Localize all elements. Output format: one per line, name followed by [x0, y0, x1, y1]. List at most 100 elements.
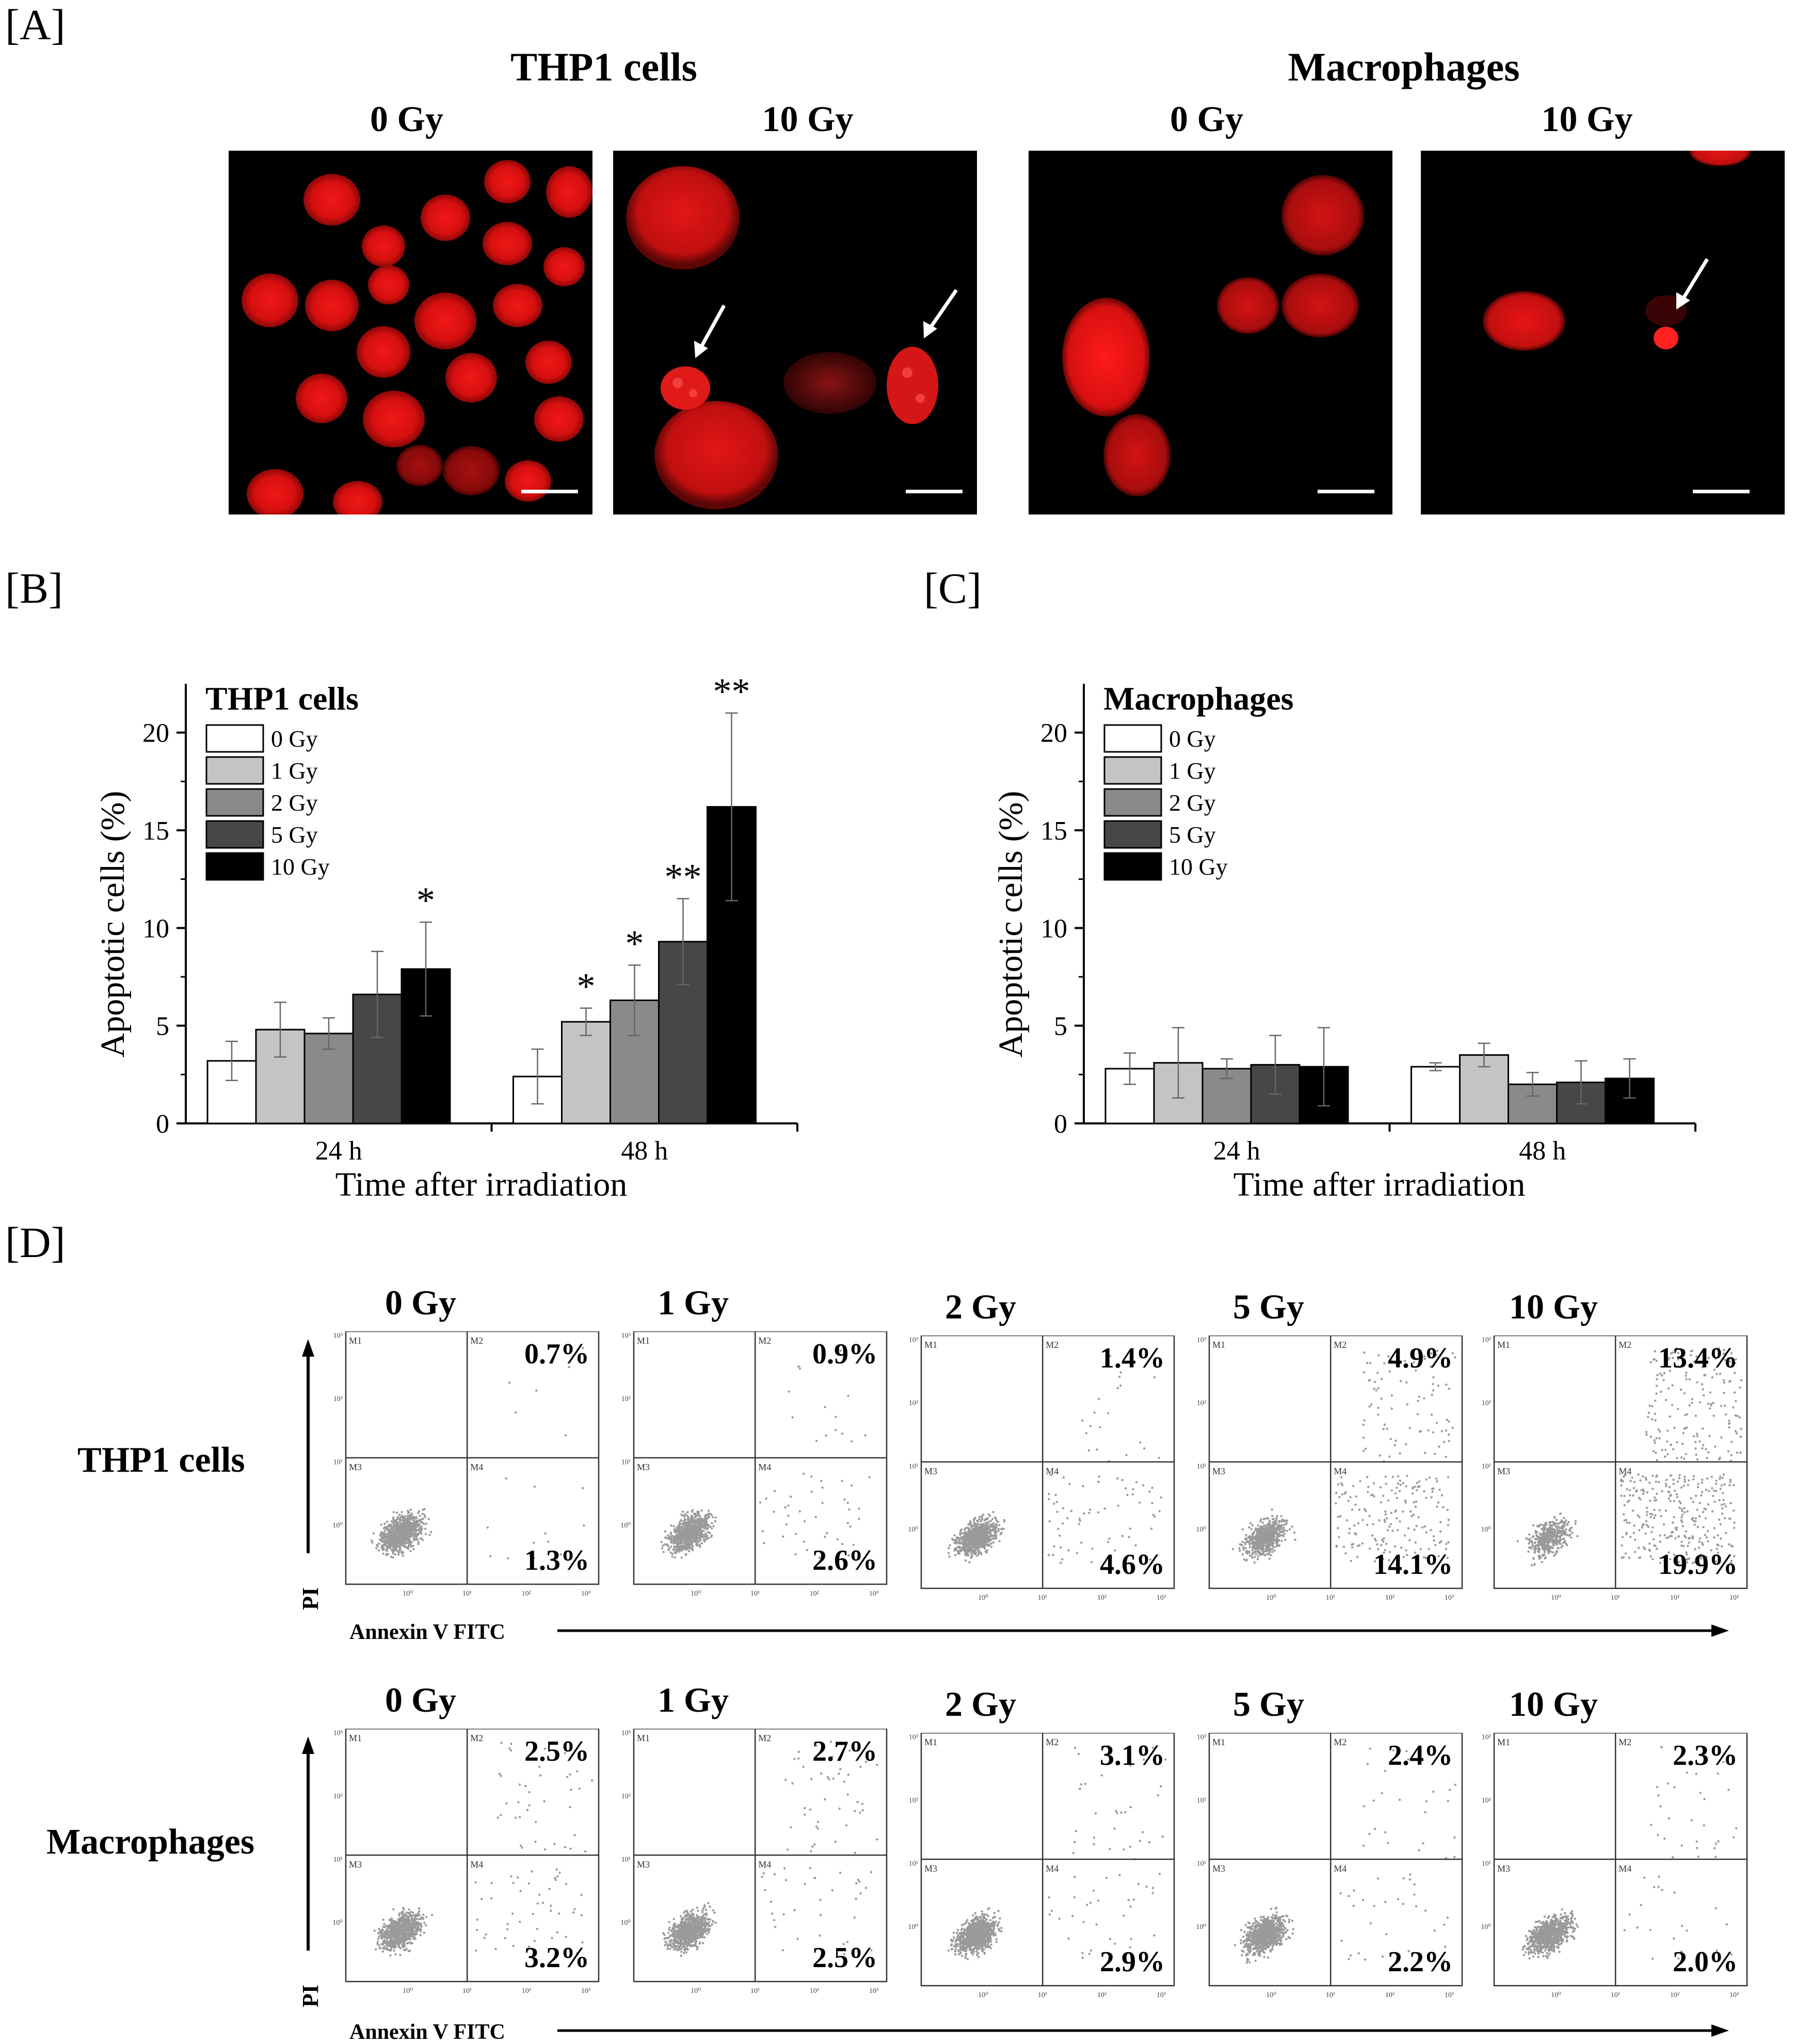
scale-bar [1318, 490, 1374, 493]
event-dot [425, 1522, 427, 1525]
event-dot [686, 1545, 689, 1548]
event-dot [1103, 1507, 1106, 1510]
legend-label: 1 Gy [1169, 758, 1216, 784]
event-dot [1366, 1476, 1369, 1478]
event-dot [980, 1520, 982, 1523]
event-dot [410, 1523, 413, 1526]
event-dot [419, 1537, 422, 1540]
bar-1Gy-48h [561, 1021, 611, 1124]
event-dot [1088, 1511, 1091, 1515]
event-dot [802, 1472, 805, 1475]
event-dot [810, 1475, 813, 1478]
y-log-tick: 10² [909, 1399, 918, 1407]
event-dot [1380, 1544, 1383, 1547]
event-dot [965, 1538, 968, 1541]
event-dot [410, 1533, 412, 1536]
event-dot [412, 1535, 415, 1538]
event-dot [1076, 1552, 1079, 1554]
event-dot [990, 1542, 993, 1545]
event-dot [973, 1531, 976, 1534]
event-dot [815, 1440, 818, 1442]
scale-bar [1693, 490, 1750, 493]
event-dot [506, 1557, 509, 1560]
y-tick-label: 20 [1040, 719, 1067, 748]
scale-bar [906, 490, 963, 493]
event-dot [704, 1538, 707, 1540]
event-dot [1436, 1505, 1438, 1508]
event-dot [402, 1517, 405, 1520]
event-dot [691, 1534, 694, 1537]
event-dot [389, 1544, 392, 1548]
event-dot [965, 1531, 967, 1534]
event-dot [399, 1530, 402, 1532]
event-dot [704, 1532, 707, 1535]
event-dot [958, 1550, 961, 1552]
event-dot [696, 1527, 698, 1530]
event-dot [982, 1544, 985, 1547]
event-dot [1373, 1537, 1376, 1540]
event-dot [991, 1518, 994, 1520]
flow-row-label-macrophages: Macrophages [46, 1822, 255, 1862]
event-dot [1389, 1523, 1392, 1525]
event-dot [995, 1519, 998, 1522]
event-dot [688, 1519, 692, 1521]
event-dot [1396, 1517, 1398, 1520]
event-dot [679, 1539, 681, 1541]
event-dot [954, 1539, 957, 1542]
event-dot [689, 1543, 692, 1546]
event-dot [424, 1516, 427, 1518]
event-dot [416, 1533, 420, 1536]
event-dot [410, 1526, 413, 1529]
event-dot [1070, 1509, 1073, 1512]
event-dot [1338, 1495, 1341, 1499]
event-dot [692, 1517, 694, 1520]
event-dot [687, 1534, 690, 1537]
event-dot [1418, 1480, 1421, 1483]
event-dot [382, 1552, 385, 1555]
event-dot [992, 1522, 996, 1525]
event-dot [1048, 1520, 1051, 1523]
event-dot [989, 1535, 992, 1538]
event-dot [1054, 1494, 1057, 1496]
event-dot [489, 1555, 492, 1558]
x-axis-label: Time after irradiation [1233, 1166, 1526, 1203]
event-dot [981, 1529, 984, 1532]
event-dot [847, 1554, 850, 1557]
event-dot [405, 1538, 407, 1540]
event-dot [969, 1520, 972, 1523]
event-dot [684, 1524, 687, 1526]
event-dot [697, 1510, 700, 1513]
flow-dose-title: 1 Gy [658, 1283, 729, 1322]
event-dot [672, 1536, 676, 1539]
event-dot [964, 1546, 967, 1549]
event-dot [415, 1520, 418, 1522]
event-dot [841, 1479, 843, 1483]
y-log-tick: 10³ [621, 1332, 631, 1340]
event-dot [410, 1545, 413, 1548]
event-dot [824, 1406, 827, 1409]
event-dot [1158, 1456, 1160, 1459]
event-dot [403, 1538, 406, 1540]
event-dot [1060, 1562, 1062, 1564]
event-dot [794, 1553, 797, 1556]
event-dot [681, 1527, 684, 1530]
event-dot [1000, 1527, 1003, 1531]
event-dot [695, 1538, 697, 1540]
event-dot [1417, 1399, 1419, 1403]
event-dot [1439, 1530, 1442, 1533]
y-tick-label: 5 [1054, 1012, 1067, 1041]
event-dot [414, 1523, 417, 1525]
event-dot [688, 1529, 691, 1532]
micrograph-mac-0gy [1029, 151, 1392, 514]
event-dot [765, 1498, 767, 1500]
event-dot [691, 1520, 694, 1523]
event-dot [970, 1552, 973, 1555]
event-dot [669, 1551, 672, 1554]
event-dot [1294, 1538, 1296, 1541]
event-dot [1119, 1384, 1122, 1387]
event-dot [387, 1525, 390, 1528]
event-dot [970, 1547, 973, 1550]
event-dot [401, 1515, 404, 1517]
lower-right-percent: 2.6% [812, 1544, 877, 1576]
event-dot [700, 1530, 702, 1532]
